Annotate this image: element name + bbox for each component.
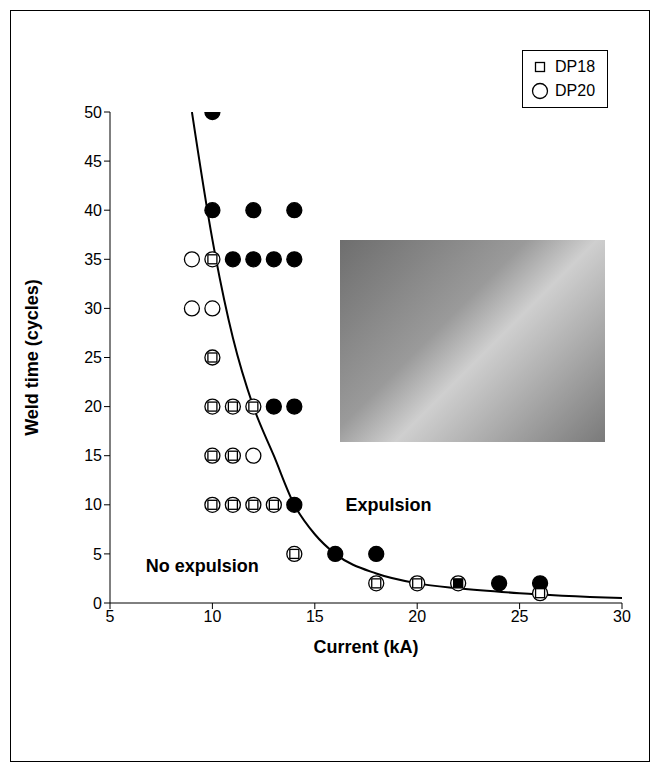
svg-text:25: 25 [84,349,102,366]
svg-text:40: 40 [84,202,102,219]
svg-text:20: 20 [408,608,426,625]
svg-text:10: 10 [204,608,222,625]
html-text:DP20: DP20 [555,82,595,99]
svg-text:50: 50 [84,104,102,121]
svg-text:30: 30 [84,300,102,317]
svg-text:Current (kA): Current (kA) [313,637,418,657]
svg-text:25: 25 [511,608,529,625]
svg-text:0: 0 [93,595,102,612]
svg-text:Expulsion: Expulsion [346,495,432,515]
svg-text:5: 5 [93,546,102,563]
svg-text:35: 35 [84,251,102,268]
svg-text:10: 10 [84,496,102,513]
svg-text:No expulsion: No expulsion [146,556,259,576]
svg-text:5: 5 [106,608,115,625]
svg-text:45: 45 [84,153,102,170]
svg-text:Weld time (cycles): Weld time (cycles) [22,279,42,436]
svg-text:30: 30 [613,608,631,625]
svg-text:20: 20 [84,398,102,415]
html-text:DP18: DP18 [555,58,595,75]
svg-text:15: 15 [306,608,324,625]
svg-text:15: 15 [84,447,102,464]
